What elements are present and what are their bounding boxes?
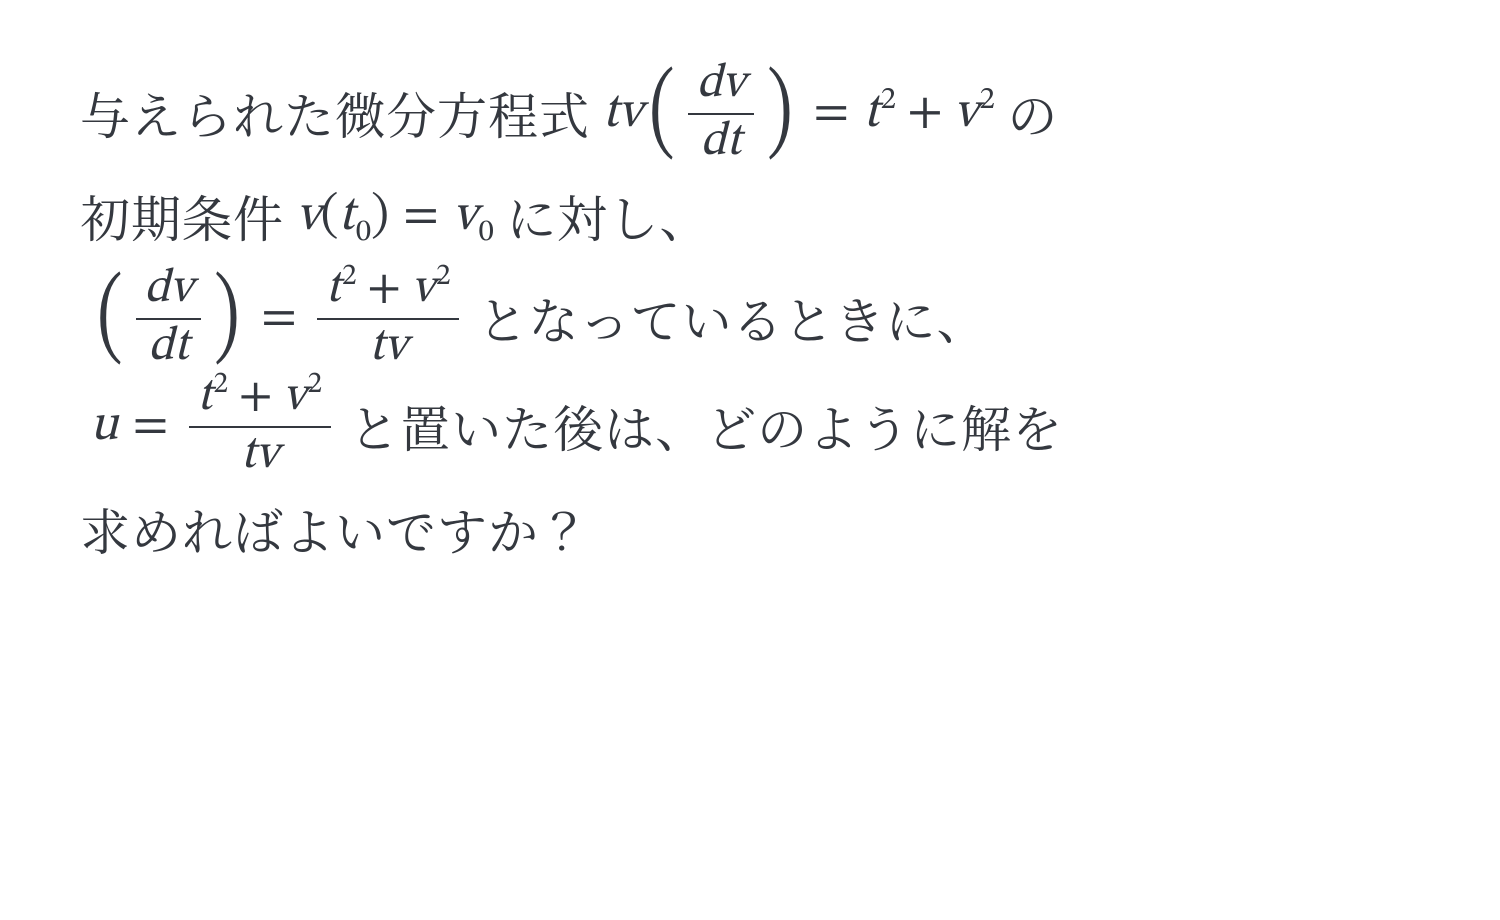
var-v: v	[618, 65, 642, 163]
var-t0: t0	[338, 168, 371, 266]
equals: =	[133, 378, 169, 476]
line-2: 初期条件 v(t0) = v0 に対し、	[80, 168, 1430, 266]
line-5: 求めればよいですか？	[80, 481, 1430, 579]
paren-dv-dt-2: ( dv dt )	[90, 265, 247, 373]
text-motomereba: 求めればよいですか？	[80, 481, 590, 579]
plus: +	[907, 65, 943, 163]
var-u: u	[90, 378, 119, 476]
var-v0: v0	[453, 168, 494, 266]
math-u-eq: u = t2+v2 tv	[90, 373, 337, 481]
equals: =	[403, 168, 439, 266]
text-ni-taishi: に対し、	[506, 168, 710, 266]
math-question-passage: 与えられた微分方程式 tv ( dv dt ) = t2 + v2 の 初期条件…	[0, 0, 1500, 638]
frac-dv-dt: dv dt	[688, 60, 754, 168]
text-no: の	[1007, 65, 1058, 163]
paren-dv-dt: ( dv dt )	[642, 60, 799, 168]
math-dvdt-eq-frac: ( dv dt ) = t2+v2 tv	[90, 265, 465, 373]
text-initial-cond: 初期条件	[80, 168, 284, 266]
var-v-sq: v2	[954, 65, 995, 163]
equals: =	[813, 65, 849, 163]
var-v: v	[297, 168, 321, 266]
line-1: 与えられた微分方程式 tv ( dv dt ) = t2 + v2 の	[80, 60, 1430, 168]
text-given-ode: 与えられた微分方程式	[80, 65, 590, 163]
text-to-natte-iru: となっているときに、	[478, 270, 988, 368]
equals: =	[261, 270, 297, 368]
text-to-oita-ato: と置いた後は、どのように解を	[349, 378, 1063, 476]
frac-t2v2-over-tv-2: t2+v2 tv	[189, 373, 331, 481]
frac-dv-dt-2: dv dt	[136, 265, 202, 373]
var-t: t	[603, 65, 619, 163]
math-ode: tv ( dv dt ) = t2 + v2	[603, 60, 995, 168]
math-initial-cond: v(t0) = v0	[297, 168, 494, 266]
frac-t2v2-over-tv: t2+v2 tv	[317, 265, 459, 373]
line-3: ( dv dt ) = t2+v2 tv となっているときに、	[80, 265, 1430, 373]
var-t-sq: t2	[863, 65, 896, 163]
line-4: u = t2+v2 tv と置いた後は、どのように解を	[80, 373, 1430, 481]
